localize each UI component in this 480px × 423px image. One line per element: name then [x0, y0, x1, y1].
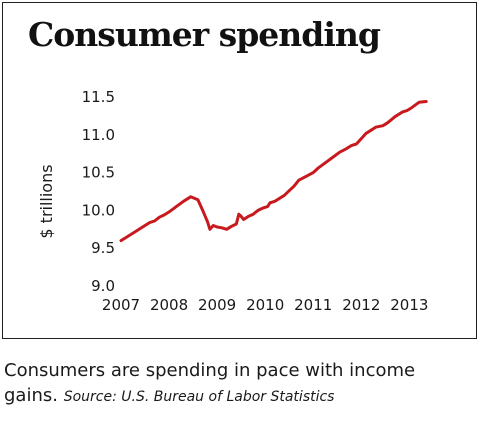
chart-title: Consumer spending: [28, 15, 381, 54]
x-tick-label: 2012: [342, 296, 380, 314]
y-tick-label: 11.0: [82, 126, 115, 144]
x-tick-label: 2011: [294, 296, 332, 314]
caption-source: Source: U.S. Bureau of Labor Statistics: [64, 389, 335, 405]
source-name: U.S. Bureau of Labor Statistics: [121, 389, 335, 405]
y-tick-label: 9.5: [91, 239, 115, 257]
caption-text: Consumers are spending in pace with inco…: [4, 360, 416, 406]
y-tick-label: 9.0: [91, 277, 115, 295]
source-label: Source:: [63, 389, 117, 405]
y-axis: 9.0 9.5 10.0 10.5 11.0 11.5: [82, 88, 115, 295]
chart-frame: [2, 2, 477, 339]
y-tick-label: 11.5: [82, 88, 115, 106]
x-tick-label: 2008: [150, 296, 188, 314]
line-chart: 9.09.510.010.511.011.5 2007 2008 2009 2010 2…: [37, 88, 429, 314]
caption: Consumers are spending in pace with inco…: [4, 358, 474, 410]
x-tick-label: 2009: [198, 296, 236, 314]
x-tick-label: 2007: [102, 296, 140, 314]
x-axis: 2007 2008 2009 2010 2011 2012 2013: [102, 296, 429, 314]
x-tick-label: 2010: [246, 296, 284, 314]
y-tick-label: 10.0: [82, 201, 115, 219]
series-line-consumer-spending: [119, 100, 428, 243]
y-tick-label: 10.5: [82, 164, 115, 182]
y-axis-label: $ trillions: [37, 164, 56, 238]
x-tick-label: 2013: [390, 296, 428, 314]
